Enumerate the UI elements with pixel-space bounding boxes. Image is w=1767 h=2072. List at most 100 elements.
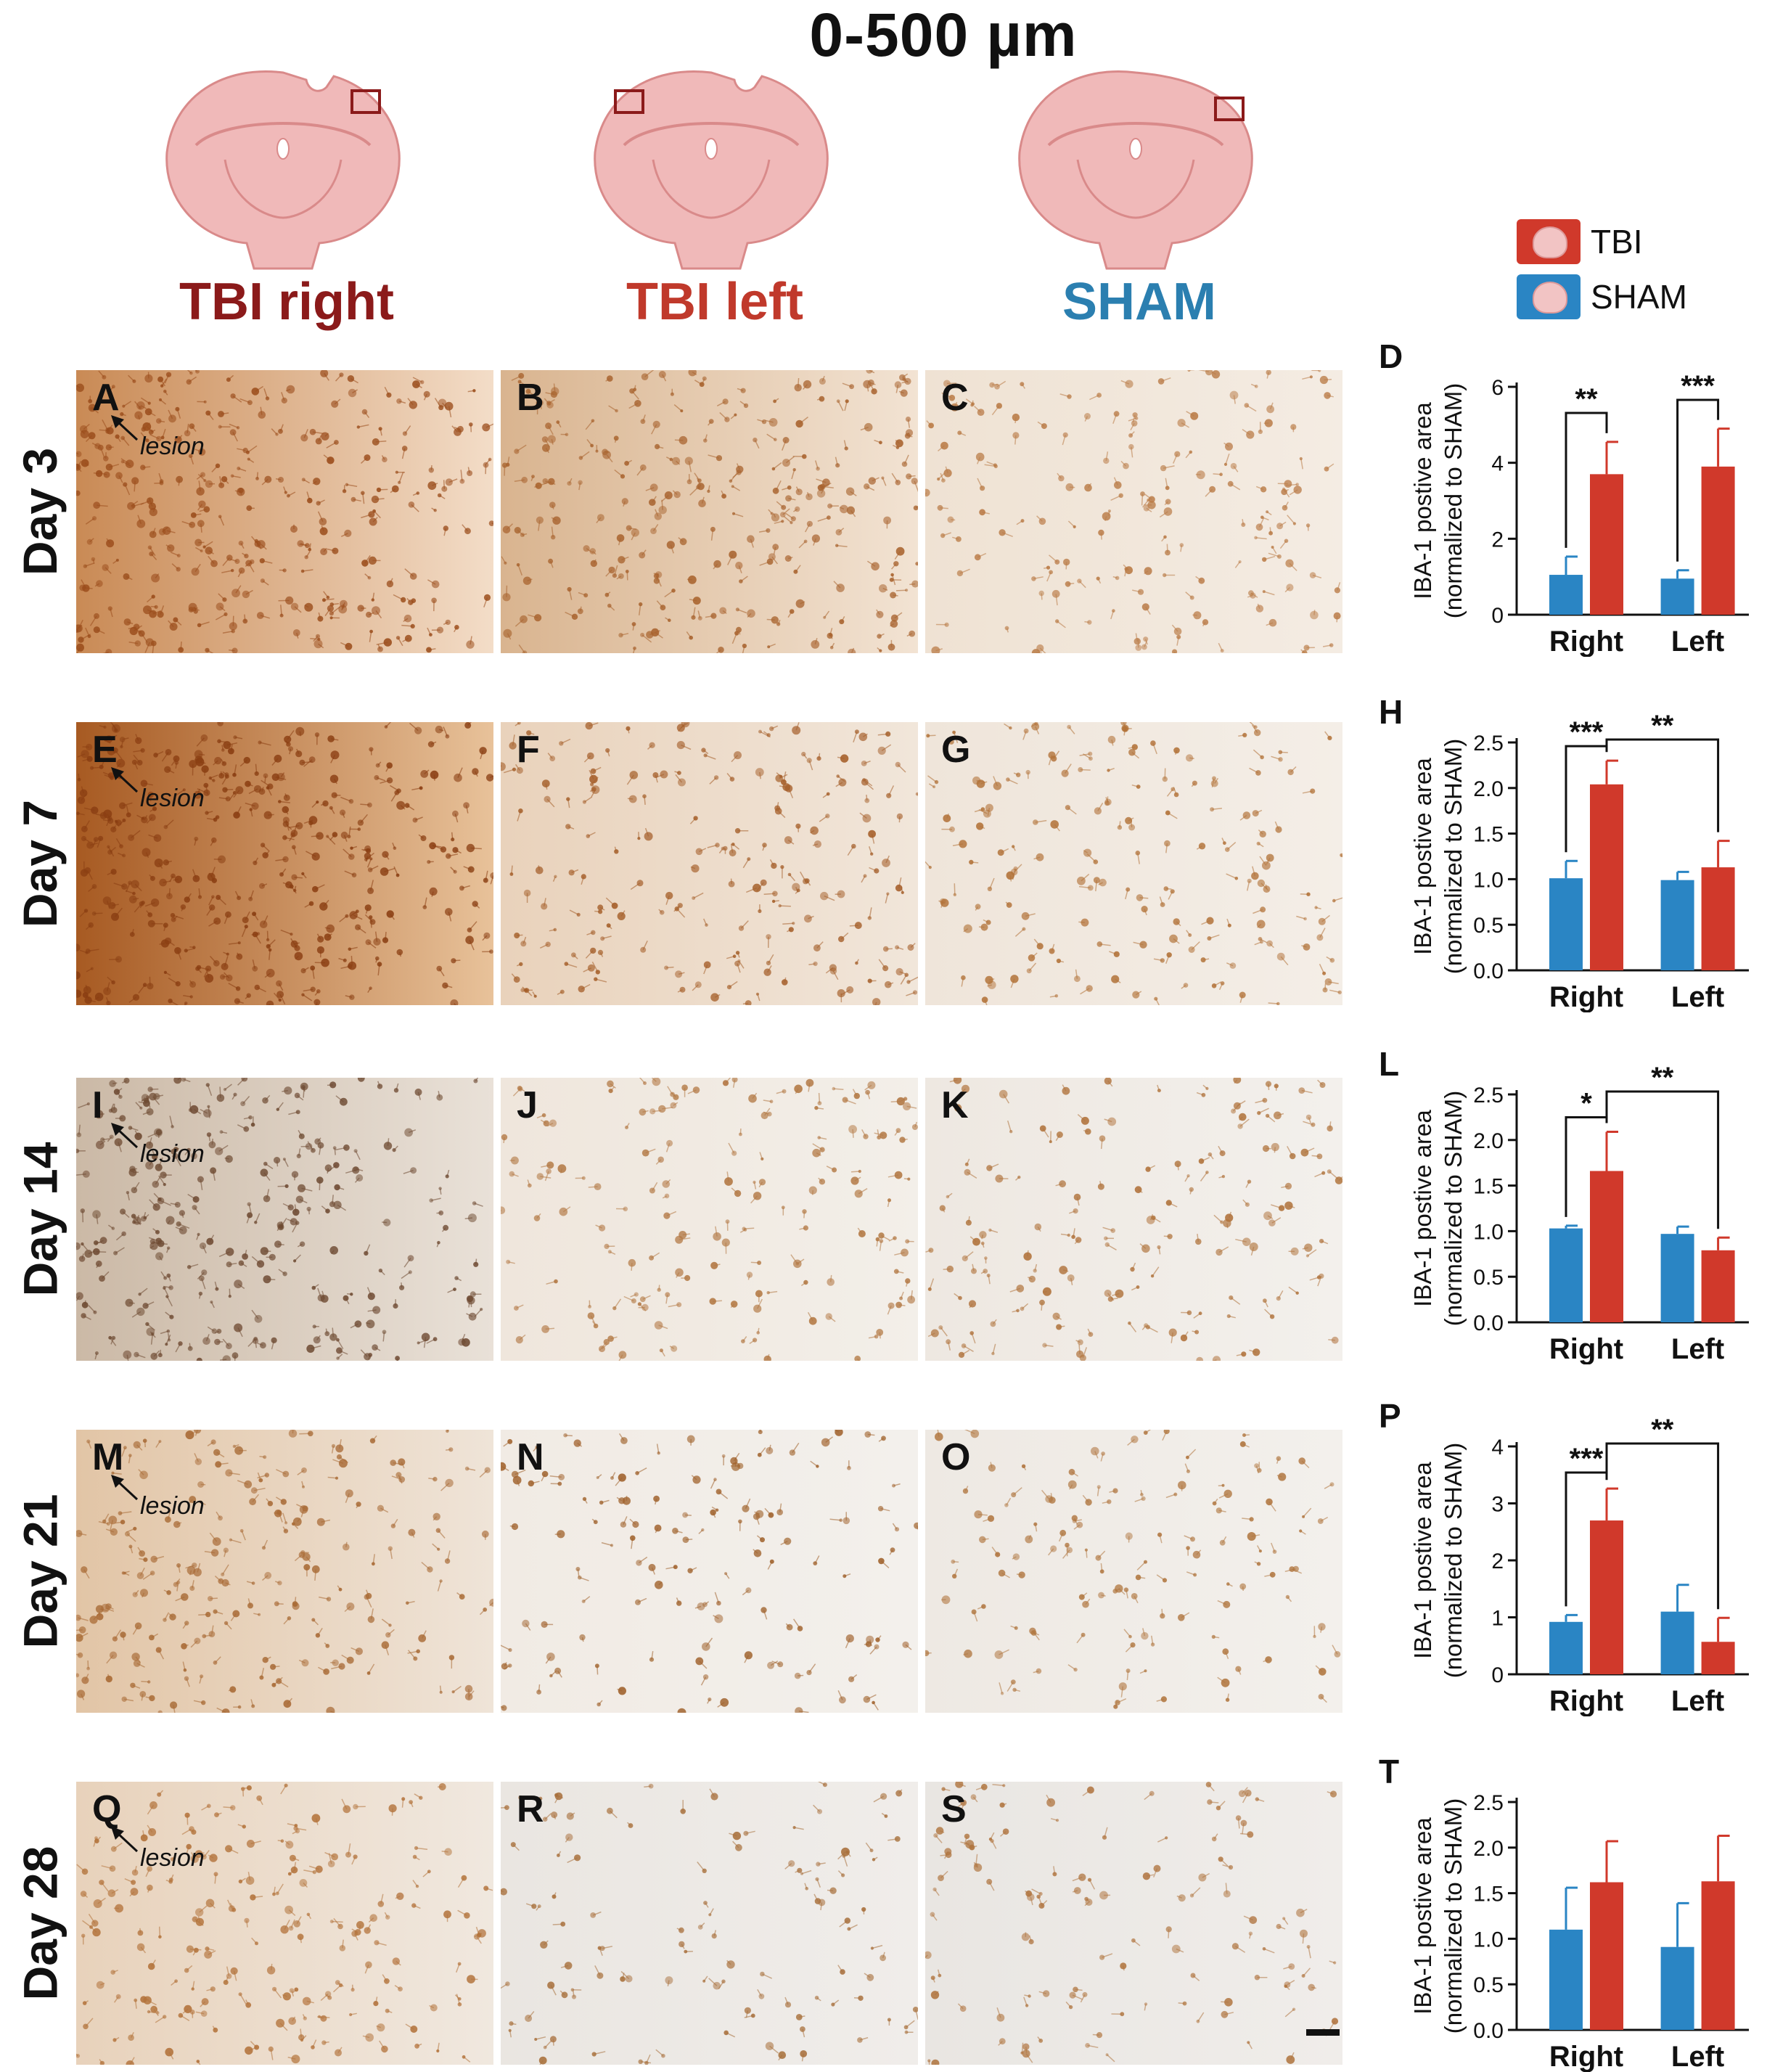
panel-label: O: [941, 1436, 970, 1479]
row-label-day3: Day 3: [0, 370, 80, 653]
panel-label: E: [92, 728, 118, 771]
chart-panel-label: L: [1379, 1045, 1399, 1083]
column-label-tbi-right: TBI right: [83, 272, 490, 332]
bar-sham-left: [1661, 1947, 1694, 2030]
y-axis-label: IBA-1 postive area: [1409, 1462, 1436, 1659]
lesion-label: lesion: [140, 1492, 205, 1520]
y-tick-label: 2.5: [1473, 1791, 1504, 1815]
lesion-label: lesion: [140, 785, 205, 813]
bar-sham-left: [1661, 1234, 1694, 1322]
y-tick-label: 2.0: [1473, 1837, 1504, 1861]
y-tick-label: 1.0: [1473, 868, 1504, 892]
y-tick-label: 2.5: [1473, 1084, 1504, 1107]
y-axis-label: (normalized to SHAM): [1440, 383, 1467, 619]
x-tick-label: Right: [1549, 981, 1623, 1012]
y-tick-label: 0.5: [1473, 1973, 1504, 1997]
y-tick-label: 4: [1491, 1436, 1504, 1459]
micrograph-panel-r: [501, 1782, 918, 2065]
y-tick-label: 2.0: [1473, 777, 1504, 801]
significance-label: ***: [1681, 370, 1715, 402]
bar-sham-right: [1549, 575, 1583, 615]
x-tick-label: Left: [1671, 1685, 1724, 1716]
significance-label: ***: [1570, 716, 1604, 748]
micrograph-panel-o: [925, 1430, 1342, 1713]
bar-tbi-left: [1702, 1642, 1735, 1674]
bar-sham-left: [1661, 1612, 1694, 1674]
bar-chart-l: L IBA-1 postive area(normalized to SHAM)0…: [1364, 1038, 1767, 1364]
y-tick-label: 2.5: [1473, 732, 1504, 755]
y-axis-label: IBA-1 postive area: [1409, 402, 1436, 599]
legend-item-tbi: TBI: [1517, 214, 1687, 269]
significance-label: *: [1581, 1087, 1592, 1119]
row-label-day21: Day 21: [0, 1430, 80, 1713]
bar-tbi-left: [1702, 1250, 1735, 1322]
y-tick-label: 2: [1491, 1549, 1504, 1573]
y-tick-label: 1.5: [1473, 1175, 1504, 1199]
bar-tbi-left: [1702, 467, 1735, 615]
x-tick-label: Left: [1671, 981, 1724, 1012]
y-tick-label: 1: [1491, 1607, 1504, 1631]
micrograph-panel-q: [76, 1782, 493, 2065]
micrograph-panel-e: [76, 722, 493, 1005]
micrograph-panel-n: [501, 1430, 918, 1713]
significance-label: ***: [1570, 1443, 1604, 1475]
significance-label: **: [1651, 710, 1674, 742]
legend-swatch-tbi: [1517, 219, 1581, 264]
bar-sham-left: [1661, 578, 1694, 615]
y-tick-label: 0.0: [1473, 1311, 1504, 1335]
bar-sham-right: [1549, 1622, 1583, 1674]
panel-label: I: [92, 1084, 102, 1127]
x-tick-label: Left: [1671, 2041, 1724, 2072]
y-tick-label: 1.5: [1473, 1883, 1504, 1907]
x-tick-label: Right: [1549, 1685, 1623, 1716]
y-axis-label: (normalized to SHAM): [1440, 1798, 1467, 2034]
y-tick-label: 4: [1491, 452, 1504, 476]
panel-label: M: [92, 1436, 123, 1479]
bar-tbi-right: [1590, 1883, 1623, 2030]
x-tick-label: Right: [1549, 1333, 1623, 1364]
x-tick-label: Right: [1549, 2041, 1623, 2072]
significance-label: **: [1575, 383, 1598, 415]
micrograph-panel-k: [925, 1078, 1342, 1361]
y-tick-label: 0.0: [1473, 2019, 1504, 2043]
lesion-label: lesion: [140, 433, 205, 461]
row-label-day7: Day 7: [0, 722, 80, 1005]
chart-panel-label: H: [1379, 693, 1403, 731]
y-axis-label: (normalized to SHAM): [1440, 1091, 1467, 1327]
x-tick-label: Right: [1549, 626, 1623, 657]
legend: TBI SHAM: [1517, 214, 1687, 324]
panel-label: J: [517, 1084, 538, 1127]
y-axis-label: IBA-1 postive area: [1409, 1110, 1436, 1307]
legend-label-sham: SHAM: [1591, 277, 1687, 316]
chart-panel-label: T: [1379, 1753, 1399, 1790]
micrograph-panel-a: [76, 370, 493, 653]
panel-label: N: [517, 1436, 544, 1479]
y-tick-label: 3: [1491, 1493, 1504, 1517]
x-tick-label: Left: [1671, 626, 1724, 657]
bar-sham-left: [1661, 880, 1694, 970]
y-tick-label: 2: [1491, 528, 1504, 552]
chart-panel-label: D: [1379, 337, 1403, 375]
micrograph-panel-j: [501, 1078, 918, 1361]
bar-sham-right: [1549, 1229, 1583, 1322]
panel-label: R: [517, 1788, 544, 1831]
significance-label: **: [1651, 1062, 1674, 1094]
y-tick-label: 6: [1491, 376, 1504, 400]
lesion-label: lesion: [140, 1844, 205, 1872]
row-label-day14: Day 14: [0, 1078, 80, 1361]
bar-tbi-left: [1702, 1881, 1735, 2030]
panel-label: A: [92, 376, 120, 419]
y-tick-label: 0: [1491, 1663, 1504, 1687]
bar-tbi-left: [1702, 867, 1735, 970]
y-tick-label: 0: [1491, 604, 1504, 628]
panel-label: Q: [92, 1788, 121, 1831]
x-tick-label: Left: [1671, 1333, 1724, 1364]
y-tick-label: 1.5: [1473, 823, 1504, 847]
micrograph-panel-m: [76, 1430, 493, 1713]
micrograph-panel-g: [925, 722, 1342, 1005]
legend-item-sham: SHAM: [1517, 269, 1687, 324]
